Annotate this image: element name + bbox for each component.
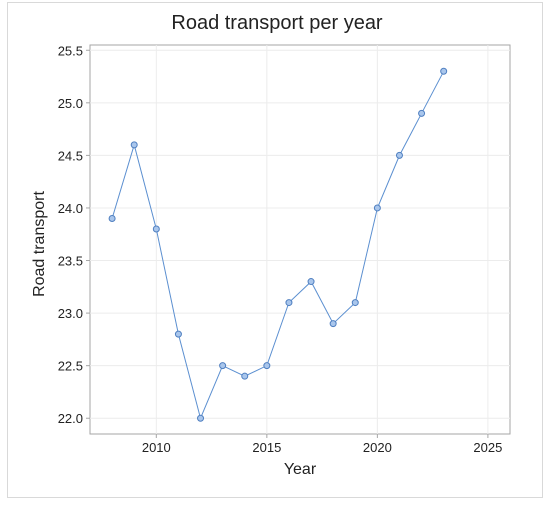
data-point <box>108 214 116 222</box>
y-tick-label: 22.0 <box>58 411 83 426</box>
y-tick-label: 25.0 <box>58 96 83 111</box>
data-points <box>108 67 448 422</box>
data-point <box>219 362 227 370</box>
y-tick-label: 24.0 <box>58 201 83 216</box>
data-point <box>395 151 403 159</box>
y-tick-label: 25.5 <box>58 43 83 58</box>
plot-area <box>89 44 511 435</box>
x-tick-label: 2010 <box>142 440 171 455</box>
y-tick-label: 22.5 <box>58 359 83 374</box>
data-point <box>130 141 138 149</box>
data-point <box>174 330 182 338</box>
data-point <box>373 204 381 212</box>
data-point <box>418 109 426 117</box>
x-axis-label: Year <box>284 461 317 478</box>
data-point <box>263 362 271 370</box>
x-tick-label: 2025 <box>473 440 502 455</box>
x-axis-ticks: 2010 2015 2020 2025 <box>142 434 502 455</box>
y-tick-label: 23.0 <box>58 306 83 321</box>
x-tick-label: 2020 <box>363 440 392 455</box>
y-tick-label: 24.5 <box>58 148 83 163</box>
data-point <box>329 320 337 328</box>
y-axis-ticks: 22.0 22.5 23.0 23.5 24.0 24.5 25.0 25.5 <box>58 43 90 426</box>
data-point <box>241 372 249 380</box>
series-line <box>111 71 445 420</box>
data-point <box>440 67 448 75</box>
data-point <box>285 299 293 307</box>
grid <box>90 45 510 434</box>
data-point <box>351 299 359 307</box>
data-point <box>197 414 205 422</box>
y-tick-label: 23.5 <box>58 254 83 269</box>
data-point <box>152 225 160 233</box>
data-point <box>307 278 315 286</box>
y-axis-label: Road transport <box>31 191 48 297</box>
x-tick-label: 2015 <box>252 440 281 455</box>
chart-title: Road transport per year <box>171 12 383 34</box>
